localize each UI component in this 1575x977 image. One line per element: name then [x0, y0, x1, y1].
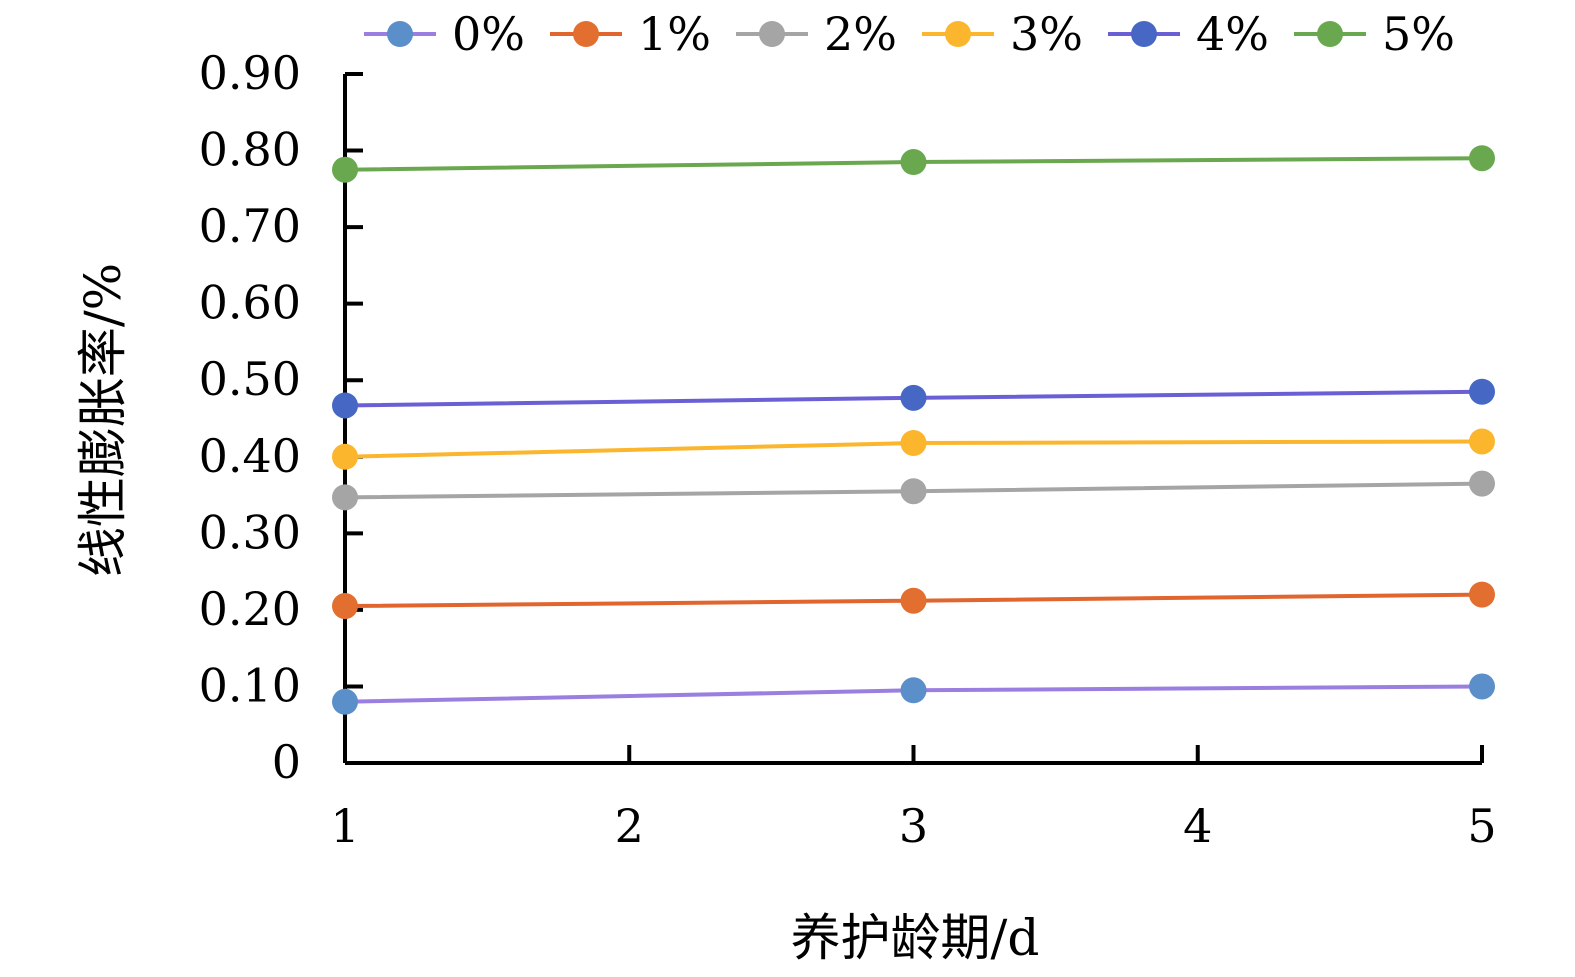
y-tick-label: 0.30	[199, 505, 301, 559]
legend-swatch-marker	[1317, 21, 1343, 47]
series-3	[332, 428, 1495, 470]
series-layer	[332, 145, 1495, 715]
legend-swatch-marker	[573, 21, 599, 47]
y-axis-title: 线性膨胀率/%	[74, 263, 132, 577]
series-1-point	[332, 593, 358, 620]
series-3-point	[900, 429, 927, 456]
axes: 0 0.10 0.20 0.30 0.40 0.50 0.60 0.70 0.80 0.90 1 2 3…	[199, 46, 1497, 853]
series-4	[332, 378, 1495, 419]
legend-swatch-marker	[387, 21, 413, 47]
y-tick-label: 0.10	[199, 658, 301, 712]
legend-label: 4%	[1196, 7, 1269, 61]
x-tick-label: 3	[899, 799, 928, 853]
legend-item: 5%	[1294, 7, 1455, 61]
y-tick-label: 0.60	[199, 276, 301, 330]
x-tick-label: 5	[1467, 799, 1496, 853]
series-0-point	[1469, 673, 1495, 700]
series-2	[332, 470, 1495, 511]
legend-label: 0%	[452, 7, 525, 61]
series-4-point	[900, 384, 927, 411]
legend-label: 2%	[824, 7, 897, 61]
series-2-point	[900, 478, 927, 505]
y-tick-label: 0.40	[199, 429, 301, 483]
series-0	[332, 673, 1495, 715]
legend-item: 4%	[1108, 7, 1269, 61]
series-5-point	[900, 149, 927, 176]
series-0-point	[332, 688, 358, 715]
series-4-point	[1469, 378, 1495, 405]
series-2-point	[1469, 470, 1495, 497]
legend-label: 5%	[1382, 7, 1455, 61]
y-tick-label: 0.80	[199, 123, 301, 177]
x-tick-label: 2	[615, 799, 644, 853]
series-4-point	[332, 392, 358, 419]
y-tick-label: 0	[272, 735, 301, 789]
series-1-point	[1469, 581, 1495, 608]
series-5	[332, 145, 1495, 183]
series-2-point	[332, 484, 358, 511]
legend-item: 2%	[736, 7, 897, 61]
x-tick-label: 1	[330, 799, 359, 853]
legend-swatch-marker	[945, 21, 971, 47]
legend-item: 0%	[364, 7, 525, 61]
series-1	[332, 581, 1495, 620]
series-3-point	[1469, 428, 1495, 455]
legend-label: 1%	[638, 7, 711, 61]
x-axis-title: 养护龄期/d	[791, 909, 1040, 967]
legend-swatch-marker	[1131, 21, 1157, 47]
y-tick-label: 0.70	[199, 199, 301, 253]
series-0-point	[900, 677, 927, 704]
x-tick-label: 4	[1183, 799, 1212, 853]
legend-item: 3%	[922, 7, 1083, 61]
series-5-point	[1469, 145, 1495, 172]
y-tick-label: 0.50	[199, 352, 301, 406]
legend-item: 1%	[550, 7, 711, 61]
y-tick-label: 0.90	[199, 46, 301, 100]
legend-label: 3%	[1010, 7, 1083, 61]
legend-swatch-marker	[759, 21, 785, 47]
legend: 0% 1% 2% 3% 4% 5%	[364, 7, 1455, 61]
series-1-point	[900, 587, 927, 614]
series-3-point	[332, 443, 358, 470]
series-5-point	[332, 156, 358, 183]
y-tick-label: 0.20	[199, 582, 301, 636]
